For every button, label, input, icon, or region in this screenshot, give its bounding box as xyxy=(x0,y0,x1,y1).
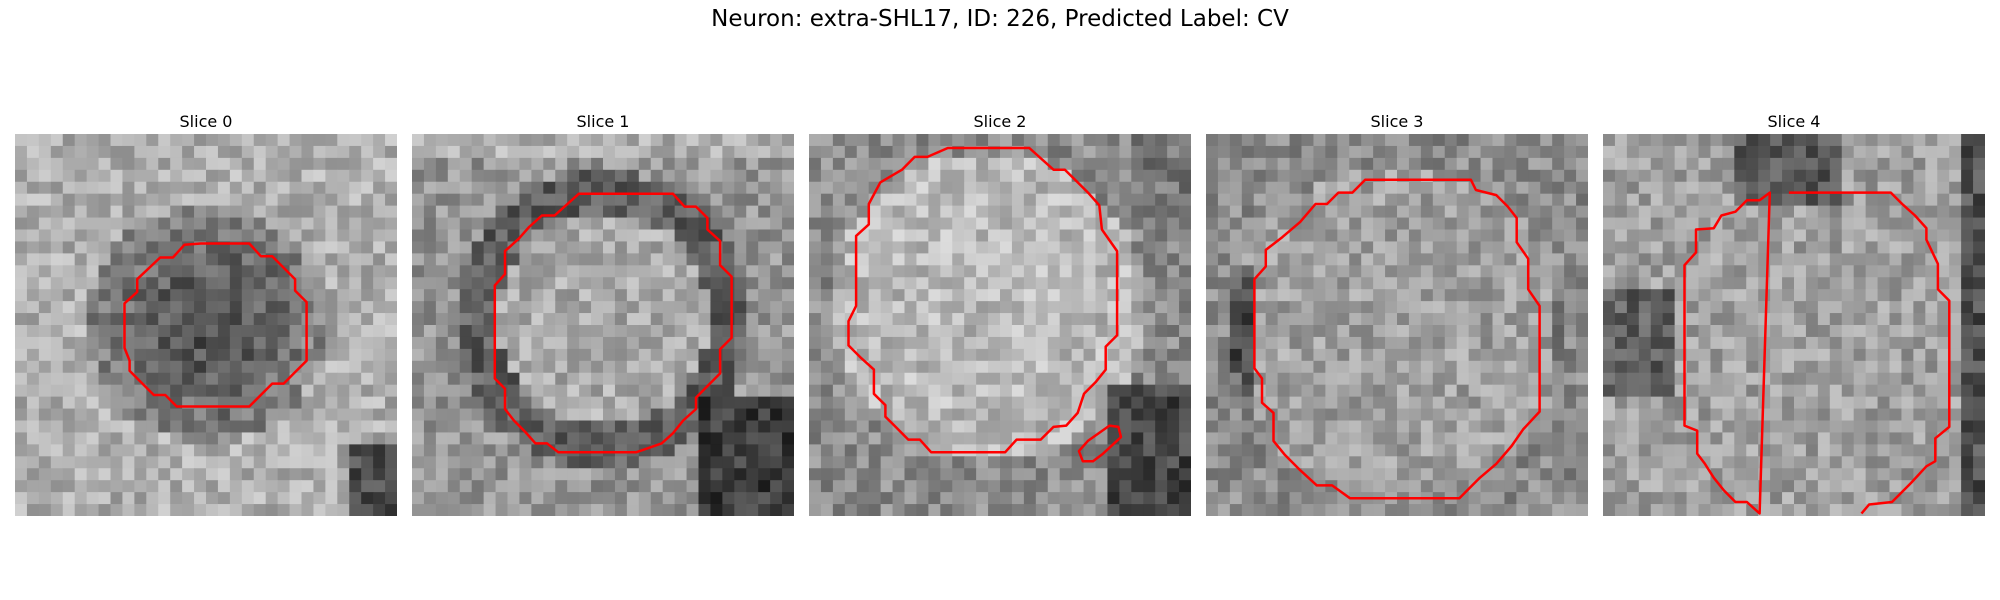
slice-title-1: Slice 1 xyxy=(576,112,630,131)
slice-image-4 xyxy=(1603,134,1985,516)
figure-title: Neuron: extra-SHL17, ID: 226, Predicted … xyxy=(711,6,1289,32)
pixel-grid xyxy=(1603,134,1985,516)
pixel-grid xyxy=(412,134,794,516)
slice-image-2 xyxy=(809,134,1191,516)
segmentation-contour xyxy=(123,242,308,408)
segmentation-contour xyxy=(493,192,733,454)
slice-image-1 xyxy=(412,134,794,516)
pixel-grid xyxy=(809,134,1191,516)
pixel-grid xyxy=(1206,134,1588,516)
segmentation-contour xyxy=(1253,178,1541,500)
slice-image-0 xyxy=(15,134,397,516)
slice-title-0: Slice 0 xyxy=(179,112,233,131)
segmentation-contour xyxy=(847,146,1119,454)
slice-title-3: Slice 3 xyxy=(1370,112,1424,131)
segmentation-contour xyxy=(1683,191,1772,515)
segmentation-contour xyxy=(1077,424,1123,463)
segmentation-contour xyxy=(1788,191,1951,515)
slice-title-2: Slice 2 xyxy=(973,112,1027,131)
slice-image-3 xyxy=(1206,134,1588,516)
slice-title-4: Slice 4 xyxy=(1767,112,1821,131)
pixel-grid xyxy=(15,134,397,516)
